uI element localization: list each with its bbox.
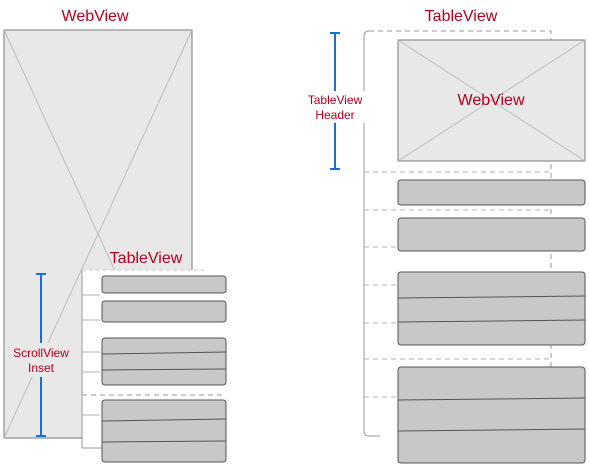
left-cell-3	[101, 337, 227, 386]
left-cell-1	[101, 275, 227, 294]
left-tableview-title: TableView	[110, 250, 183, 267]
right-webview-label: WebView	[458, 92, 525, 109]
left-cell-4	[101, 399, 227, 463]
right-cell-3	[397, 271, 586, 346]
left-webview-title: WebView	[62, 8, 129, 25]
left-inset-bracket	[8, 273, 74, 437]
right-cell-4	[397, 366, 586, 464]
right-header-label-line1: TableView	[308, 93, 363, 107]
right-header-label-line2: Header	[315, 108, 354, 122]
left-inset-label-line2: Inset	[28, 361, 55, 375]
left-inset-label-line1: ScrollView	[13, 346, 69, 360]
right-header-bracket	[303, 32, 369, 170]
right-diagram: TableView WebView TableView	[303, 8, 586, 464]
right-cell-1	[397, 179, 586, 206]
right-webview-placeholder	[397, 39, 586, 162]
right-cell-2	[397, 217, 586, 252]
left-diagram: WebView TableView	[3, 8, 227, 463]
right-tableview-title: TableView	[425, 8, 498, 25]
left-cell-2	[101, 300, 227, 323]
